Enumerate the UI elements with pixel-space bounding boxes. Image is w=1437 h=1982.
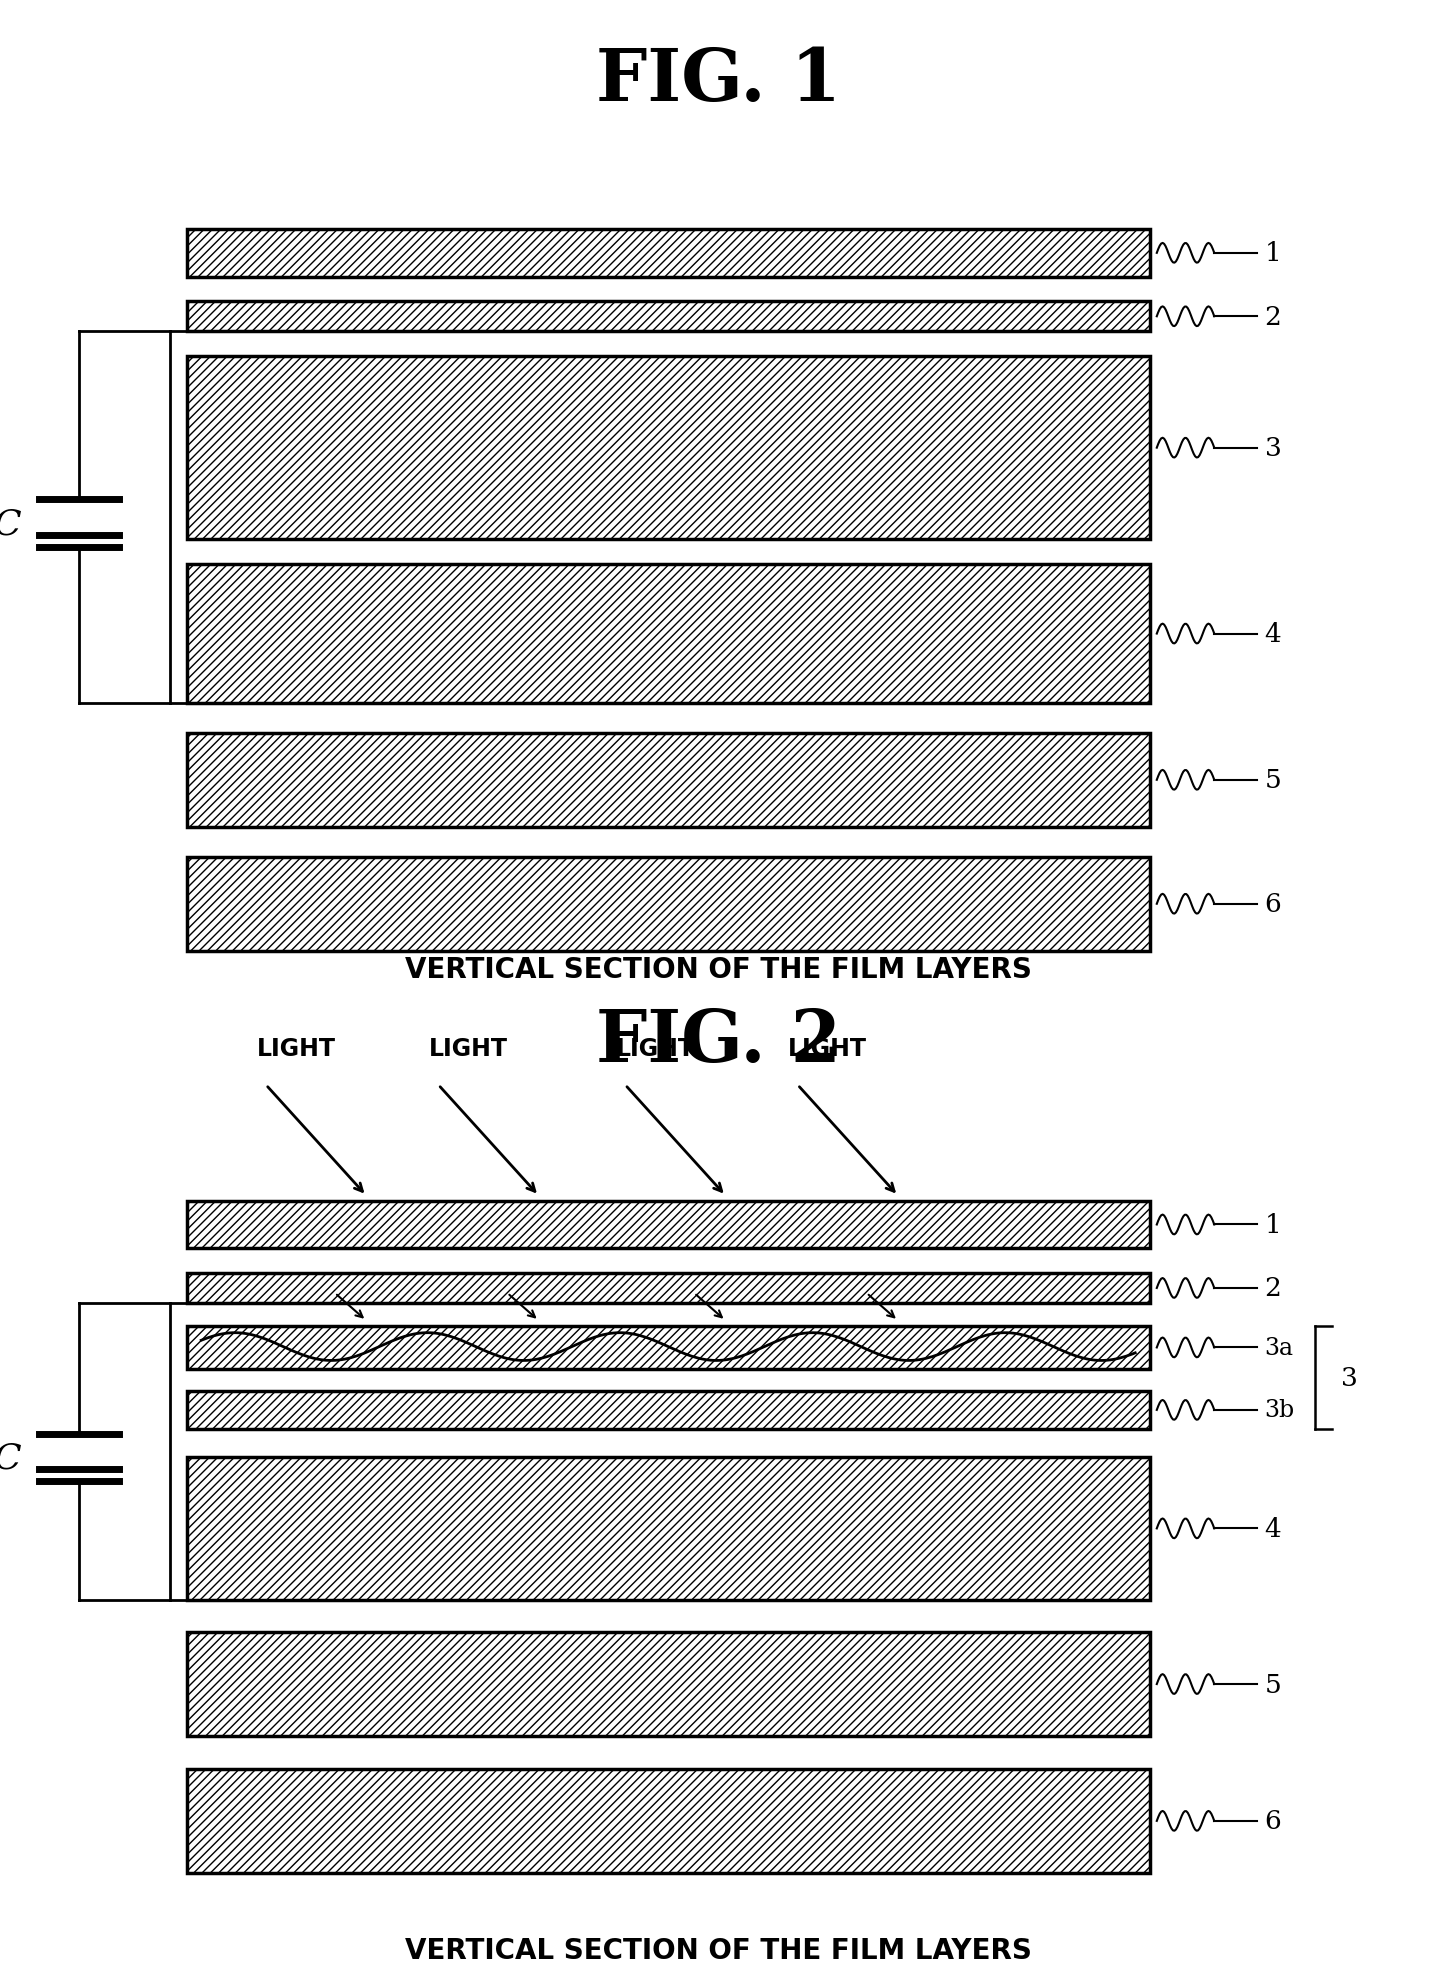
Bar <box>187 856 1150 951</box>
Bar <box>187 1326 1150 1370</box>
Text: 2: 2 <box>1265 1276 1282 1300</box>
Text: 4: 4 <box>1265 622 1282 646</box>
Bar <box>187 1457 1150 1601</box>
Text: 6: 6 <box>1265 1808 1282 1833</box>
Bar <box>187 733 1150 828</box>
Text: 6: 6 <box>1265 892 1282 918</box>
Text: 3a: 3a <box>1265 1336 1293 1360</box>
Text: 3b: 3b <box>1265 1399 1295 1421</box>
Bar <box>187 1272 1150 1304</box>
Bar <box>187 1770 1150 1873</box>
Bar <box>187 357 1150 541</box>
Text: 1: 1 <box>1265 242 1282 266</box>
Text: VERTICAL SECTION OF THE FILM LAYERS: VERTICAL SECTION OF THE FILM LAYERS <box>405 1936 1032 1964</box>
Bar <box>187 1633 1150 1736</box>
Text: FIG. 1: FIG. 1 <box>596 46 841 115</box>
Text: LIGHT: LIGHT <box>430 1037 507 1060</box>
Text: LIGHT: LIGHT <box>789 1037 867 1060</box>
Text: C: C <box>0 1441 22 1475</box>
Text: 2: 2 <box>1265 305 1282 329</box>
Bar <box>187 301 1150 331</box>
Bar <box>187 1391 1150 1429</box>
Text: LIGHT: LIGHT <box>257 1037 335 1060</box>
Text: 3: 3 <box>1265 436 1282 462</box>
Text: VERTICAL SECTION OF THE FILM LAYERS: VERTICAL SECTION OF THE FILM LAYERS <box>405 955 1032 983</box>
Text: C: C <box>0 507 22 541</box>
Text: 1: 1 <box>1265 1213 1282 1237</box>
Text: 5: 5 <box>1265 1671 1282 1697</box>
Text: LIGHT: LIGHT <box>616 1037 694 1060</box>
Text: 3: 3 <box>1341 1366 1358 1389</box>
Bar <box>187 230 1150 277</box>
Text: 5: 5 <box>1265 767 1282 793</box>
Bar <box>187 1201 1150 1249</box>
Text: 4: 4 <box>1265 1516 1282 1542</box>
Bar <box>187 565 1150 704</box>
Text: FIG. 2: FIG. 2 <box>596 1007 841 1076</box>
